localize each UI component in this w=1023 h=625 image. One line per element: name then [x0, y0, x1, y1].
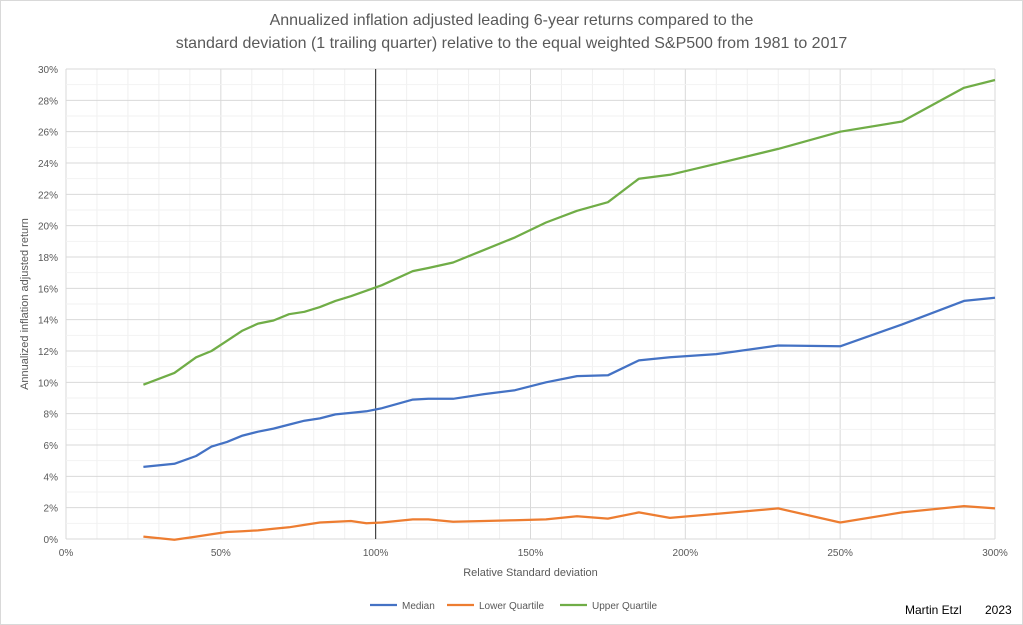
x-tick-label: 150% — [518, 548, 544, 559]
y-tick-label: 20% — [38, 222, 58, 233]
series-line-median — [143, 296, 996, 469]
legend-label-lower-quartile: Lower Quartile — [479, 601, 544, 612]
x-tick-label: 100% — [363, 548, 389, 559]
chart-title-line-1: Annualized inflation adjusted leading 6-… — [269, 12, 754, 29]
y-tick-label: 30% — [38, 65, 58, 76]
x-tick-label: 300% — [982, 548, 1008, 559]
legend-label-upper-quartile: Upper Quartile — [592, 601, 657, 612]
y-tick-label: 10% — [38, 378, 58, 389]
x-tick-label: 200% — [673, 548, 699, 559]
y-tick-label: 2% — [44, 504, 59, 515]
y-axis-title: Annualized inflation adjusted return — [19, 218, 31, 390]
y-tick-label: 26% — [38, 128, 58, 139]
year-credit: 2023 — [985, 603, 1012, 617]
x-tick-label: 50% — [211, 548, 231, 559]
y-tick-label: 28% — [38, 96, 58, 107]
chart-title-line-2: standard deviation (1 trailing quarter) … — [175, 35, 848, 52]
y-tick-label: 14% — [38, 316, 58, 327]
y-tick-label: 16% — [38, 284, 58, 295]
legend-label-median: Median — [402, 601, 435, 612]
y-tick-label: 6% — [44, 441, 59, 452]
x-axis-title: Relative Standard deviation — [463, 567, 598, 579]
y-tick-label: 8% — [44, 410, 59, 421]
y-tick-label: 12% — [38, 347, 58, 358]
series-line-upper-quartile — [142, 78, 996, 386]
x-tick-label: 0% — [59, 548, 74, 559]
y-tick-label: 18% — [38, 253, 58, 264]
series-line-lower-quartile — [143, 504, 996, 541]
x-tick-label: 250% — [827, 548, 853, 559]
y-tick-label: 0% — [44, 535, 59, 546]
author-credit: Martin Etzl — [905, 603, 962, 617]
y-tick-label: 22% — [38, 190, 58, 201]
y-tick-label: 24% — [38, 159, 58, 170]
y-tick-label: 4% — [44, 472, 59, 483]
